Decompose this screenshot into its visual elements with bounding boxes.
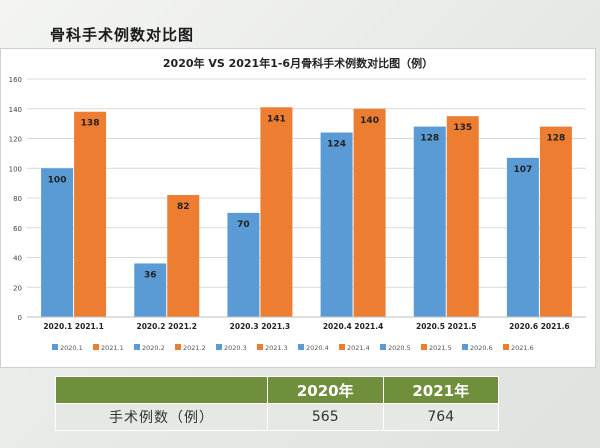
legend-swatch	[421, 344, 427, 350]
bar	[260, 107, 293, 317]
table-header-2020: 2020年	[267, 376, 384, 404]
y-tick-label: 0	[18, 314, 22, 322]
bar	[446, 116, 479, 317]
legend-swatch	[52, 344, 58, 350]
legend-swatch	[175, 344, 181, 350]
data-label: 135	[453, 123, 472, 133]
legend-label: 2020.2	[142, 344, 165, 352]
data-label: 36	[144, 270, 157, 280]
data-label: 138	[81, 119, 100, 129]
legend-label: 2020.1	[60, 344, 83, 352]
y-tick-label: 80	[13, 195, 22, 203]
slide-title: 骨科手术例数对比图	[50, 26, 195, 44]
bar	[413, 126, 446, 317]
table-value-2021: 764	[382, 403, 499, 431]
legend-swatch	[462, 344, 468, 350]
legend-label: 2020.5	[388, 344, 411, 352]
chart-card: 0 20 40 60 80 100 120 140 160 100 138 2020.1 2021.1…	[0, 48, 596, 368]
y-tick-label: 160	[9, 76, 22, 84]
bar	[320, 132, 353, 317]
y-tick-label: 40	[13, 255, 22, 263]
bar	[506, 157, 539, 317]
bar	[539, 126, 572, 317]
bar	[74, 111, 107, 317]
table-row: 手术例数（例） 565 764	[55, 403, 499, 431]
bar	[167, 195, 200, 317]
data-label: 140	[360, 116, 379, 126]
y-tick-label: 60	[13, 225, 22, 233]
legend-swatch	[93, 344, 99, 350]
y-tick-label: 100	[9, 165, 22, 173]
legend-label: 2021.1	[101, 344, 124, 352]
legend-swatch	[257, 344, 263, 350]
legend-swatch	[339, 344, 345, 350]
x-tick-label: 2020.4 2021.4	[323, 322, 384, 331]
bar	[353, 108, 386, 317]
legend-label: 2021.6	[511, 344, 534, 352]
chart-title: 2020年 VS 2021年1-6月骨科手术例数对比图（例）	[162, 57, 434, 70]
legend-label: 2021.3	[265, 344, 288, 352]
data-label: 128	[420, 134, 439, 144]
y-tick-label: 20	[13, 284, 22, 292]
data-label: 107	[514, 165, 533, 175]
legend-swatch	[503, 344, 509, 350]
bar-chart: 0 20 40 60 80 100 120 140 160 100 138 2020.1 2021.1…	[9, 76, 586, 352]
table-header-row: 2020年 2021年	[55, 376, 499, 404]
bar	[41, 168, 74, 317]
legend-label: 2021.4	[347, 344, 370, 352]
table-value-2020: 565	[267, 403, 384, 431]
data-label: 70	[237, 220, 250, 230]
bar	[227, 212, 260, 317]
data-label: 128	[547, 134, 566, 144]
data-label: 100	[48, 175, 67, 185]
y-tick-label: 140	[9, 106, 22, 114]
legend-swatch	[134, 344, 140, 350]
legend-swatch	[380, 344, 386, 350]
summary-table: 2020年 2021年 手术例数（例） 565 764	[55, 376, 499, 431]
x-tick-label: 2020.6 2021.6	[509, 322, 570, 331]
legend-label: 2021.2	[183, 344, 206, 352]
legend-label: 2021.5	[429, 344, 452, 352]
table-header-2021: 2021年	[382, 376, 499, 404]
y-tick-label: 120	[9, 136, 22, 144]
data-label: 82	[177, 202, 190, 212]
x-tick-label: 2020.1 2021.1	[43, 322, 104, 331]
bar	[134, 263, 167, 317]
x-tick-label: 2020.2 2021.2	[137, 322, 198, 331]
legend-label: 2020.6	[470, 344, 493, 352]
table-row-label: 手术例数（例）	[55, 403, 268, 431]
legend-label: 2020.4	[306, 344, 329, 352]
data-label: 141	[267, 114, 286, 124]
legend-swatch	[216, 344, 222, 350]
data-label: 124	[327, 140, 346, 150]
legend-swatch	[298, 344, 304, 350]
legend-label: 2020.3	[224, 344, 247, 352]
table-header-empty	[55, 376, 268, 404]
x-tick-label: 2020.3 2021.3	[230, 322, 291, 331]
x-tick-label: 2020.5 2021.5	[416, 322, 477, 331]
